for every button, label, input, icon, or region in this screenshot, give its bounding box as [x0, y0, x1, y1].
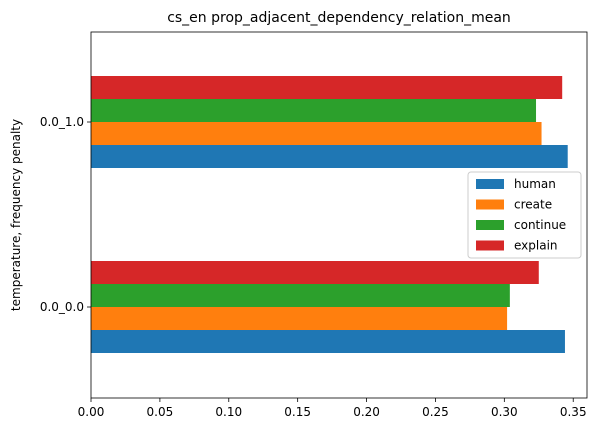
legend-label-continue: continue: [514, 218, 566, 232]
x-tick-label: 0.10: [215, 405, 242, 419]
bar-human-0.0_0.0: [91, 330, 565, 353]
y-axis-label: temperature, frequency penalty: [9, 119, 23, 311]
bar-continue-0.0_1.0: [91, 99, 537, 122]
y-tick-label: 0.0_1.0: [40, 115, 84, 129]
bar-continue-0.0_0.0: [91, 284, 510, 307]
plot-frame: [90, 31, 588, 399]
legend-swatch-create: [476, 199, 504, 210]
bar-create-0.0_1.0: [91, 122, 542, 145]
legend-swatch-continue: [476, 220, 504, 230]
bars: [91, 76, 568, 353]
x-tick-label: 0.35: [560, 405, 587, 419]
x-tick-label: 0.25: [422, 405, 449, 419]
legend-box: [467, 171, 582, 259]
x-tick-label: 0.00: [78, 405, 105, 419]
chart-title: cs_en prop_adjacent_dependency_relation_…: [167, 10, 511, 26]
legend: human create continue explain: [467, 171, 582, 259]
legend-swatch-human: [476, 179, 504, 189]
y-tick-label: 0.0_0.0: [40, 300, 84, 314]
bar-create-0.0_0.0: [91, 307, 508, 330]
legend-label-create: create: [514, 198, 552, 212]
bar-human-0.0_1.0: [91, 145, 568, 168]
x-tick-label: 0.05: [147, 405, 174, 419]
x-tick-label: 0.15: [284, 405, 311, 419]
x-tick-label: 0.20: [353, 405, 380, 419]
legend-label-human: human: [514, 177, 556, 191]
axes: 0.00 0.05 0.10 0.15 0.20 0.25 0.30 0.35 0.0_0.0 0…: [40, 31, 588, 419]
x-tick-label: 0.30: [491, 405, 518, 419]
legend-label-explain: explain: [514, 239, 558, 253]
bar-explain-0.0_0.0: [91, 261, 539, 284]
bar-explain-0.0_1.0: [91, 76, 563, 99]
legend-swatch-explain: [476, 240, 504, 251]
